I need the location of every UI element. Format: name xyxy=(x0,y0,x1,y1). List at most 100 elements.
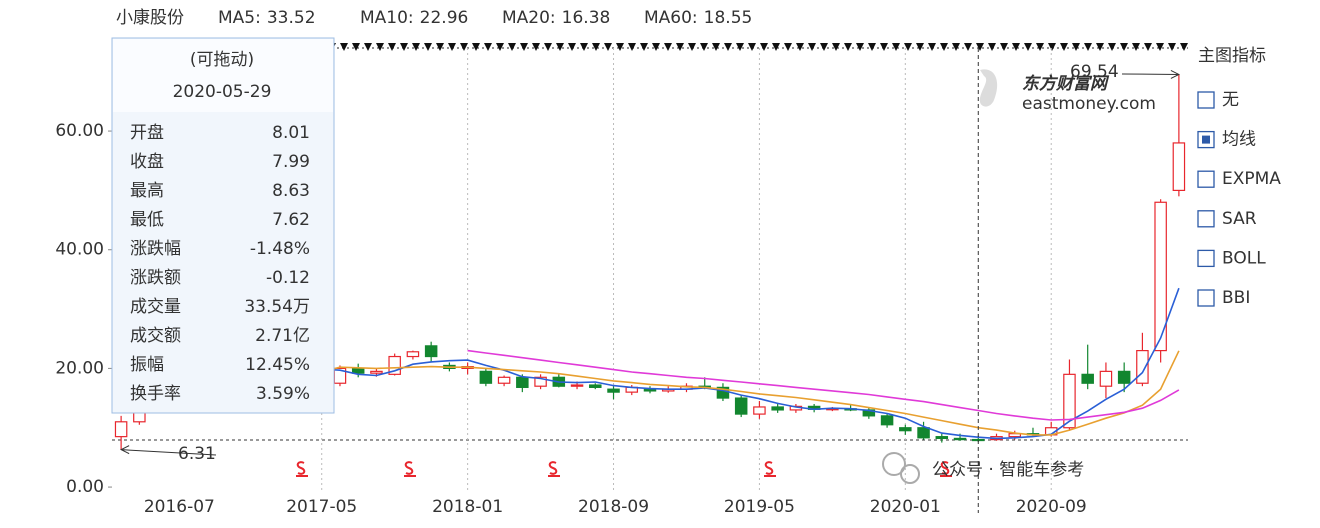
candle-body xyxy=(935,436,949,440)
top-marker xyxy=(928,43,936,51)
top-marker xyxy=(1012,43,1020,51)
top-marker xyxy=(1180,43,1188,51)
top-marker xyxy=(796,43,804,51)
checkbox[interactable] xyxy=(1197,249,1215,268)
candle-body xyxy=(516,376,529,388)
tooltip-label: 最高 xyxy=(130,181,164,201)
candle-body xyxy=(1081,373,1094,384)
tooltip-label: 振幅 xyxy=(130,355,164,375)
top-marker xyxy=(1168,43,1176,51)
tooltip-label: 涨跌额 xyxy=(130,268,181,288)
tooltip-value: 3.59% xyxy=(256,384,310,404)
candle-body xyxy=(1099,370,1113,387)
x-tick-label: 2016-07 xyxy=(144,497,215,517)
top-marker xyxy=(976,43,984,51)
top-marker xyxy=(1156,43,1164,51)
max-label: 69.54 xyxy=(1070,62,1119,82)
tooltip-value: 8.63 xyxy=(272,181,310,201)
top-marker xyxy=(436,43,444,51)
x-tick-label: 2018-01 xyxy=(432,497,503,517)
checkbox[interactable] xyxy=(1197,170,1215,188)
top-marker xyxy=(1096,43,1104,51)
top-marker xyxy=(892,43,900,51)
top-marker xyxy=(1060,43,1068,51)
y-tick-label: 20.00 xyxy=(55,358,104,378)
x-tick-label: 2017-05 xyxy=(286,497,357,517)
tooltip-value: -0.12 xyxy=(266,268,310,288)
top-marker xyxy=(880,43,888,51)
top-marker xyxy=(520,43,528,51)
candle-body xyxy=(589,384,602,388)
option-label[interactable]: EXPMA xyxy=(1222,169,1281,189)
top-marker xyxy=(592,43,600,51)
top-marker xyxy=(1048,43,1056,51)
top-marker xyxy=(604,43,612,51)
tooltip-value: 33.54万 xyxy=(244,297,310,317)
tooltip-label: 最低 xyxy=(130,210,164,230)
checkbox[interactable] xyxy=(1197,289,1215,307)
s-marker xyxy=(296,461,308,477)
top-marker xyxy=(700,43,708,51)
candle-body xyxy=(406,351,420,358)
top-marker xyxy=(460,43,468,51)
ma-label: MA60: xyxy=(644,8,698,28)
top-marker xyxy=(472,43,480,51)
ma-label: MA20: xyxy=(502,8,556,28)
top-marker xyxy=(532,43,540,51)
top-marker xyxy=(628,43,636,51)
tooltip-value: 7.62 xyxy=(272,210,310,230)
s-marker xyxy=(404,461,416,477)
top-marker xyxy=(1108,43,1116,51)
checkbox-mark xyxy=(1202,135,1210,144)
candle-body xyxy=(114,421,128,438)
ma-line xyxy=(193,287,1180,440)
option-label[interactable]: BBI xyxy=(1222,288,1250,308)
checkbox[interactable] xyxy=(1197,210,1215,228)
ma-line xyxy=(285,350,1180,436)
tooltip-value: 8.01 xyxy=(272,123,310,143)
y-tick-label: 60.00 xyxy=(55,121,104,141)
top-marker xyxy=(508,43,516,51)
top-marker xyxy=(1072,43,1080,51)
top-marker xyxy=(376,43,384,51)
tooltip-label: 收盘 xyxy=(130,152,164,172)
ma-line xyxy=(467,349,1180,421)
checkbox[interactable] xyxy=(1197,91,1215,109)
candle-body xyxy=(1063,373,1076,429)
option-label[interactable]: BOLL xyxy=(1222,248,1266,268)
panel-title: 主图指标 xyxy=(1198,46,1266,66)
top-marker xyxy=(676,43,684,51)
top-marker xyxy=(736,43,744,51)
top-marker xyxy=(616,43,624,51)
candle-body xyxy=(424,345,438,358)
x-tick-label: 2019-05 xyxy=(724,497,795,517)
top-marker xyxy=(352,43,360,51)
top-marker xyxy=(856,43,864,51)
wechat-icon xyxy=(882,452,906,476)
tooltip-label: 涨跌幅 xyxy=(130,239,181,259)
y-tick-label: 0.00 xyxy=(66,477,104,497)
top-marker xyxy=(904,43,912,51)
candle-body xyxy=(734,397,748,415)
top-marker xyxy=(580,43,588,51)
top-marker xyxy=(1120,43,1128,51)
s-marker xyxy=(548,461,560,477)
ma-value: 22.96 xyxy=(420,8,469,28)
option-label[interactable]: 均线 xyxy=(1222,130,1256,150)
option-label[interactable]: 无 xyxy=(1222,90,1239,110)
top-marker xyxy=(544,43,552,51)
option-label[interactable]: SAR xyxy=(1222,209,1257,229)
top-marker xyxy=(388,43,396,51)
top-marker xyxy=(724,43,732,51)
tooltip-value: -1.48% xyxy=(250,239,310,259)
top-marker xyxy=(760,43,768,51)
candle-body xyxy=(953,437,967,441)
top-marker xyxy=(448,43,456,51)
tooltip-value: 12.45% xyxy=(245,355,310,375)
top-marker xyxy=(1084,43,1092,51)
candle-body xyxy=(1154,201,1167,352)
top-marker xyxy=(640,43,648,51)
candle-body xyxy=(880,415,894,426)
max-arrow xyxy=(1121,70,1180,79)
